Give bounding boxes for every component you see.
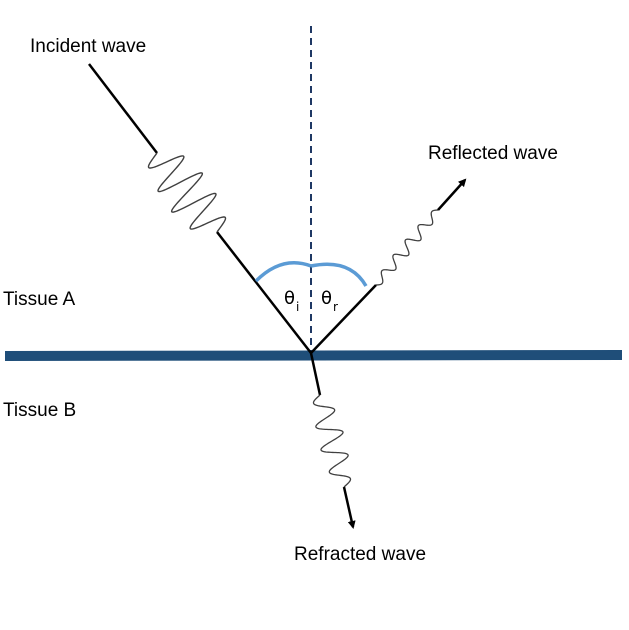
tissue-a-label: Tissue A xyxy=(3,289,75,310)
refracted-wave-packet xyxy=(312,394,352,488)
incident-angle-arc xyxy=(254,261,312,283)
reflected-ray-lower xyxy=(310,284,377,354)
tissue-boundary xyxy=(4,350,623,361)
reflected-wave-packet xyxy=(375,209,439,286)
refracted-ray-upper xyxy=(309,352,322,396)
reflected-ray-arrow xyxy=(437,178,467,211)
refracted-wave-label: Refracted wave xyxy=(294,544,426,565)
incident-angle-subscript: i xyxy=(296,300,299,314)
incident-ray-lower xyxy=(216,231,312,354)
incident-wave-label: Incident wave xyxy=(30,36,146,57)
incident-wave-packet xyxy=(147,152,227,233)
incident-ray-upper xyxy=(88,63,158,154)
reflected-angle-symbol: θ xyxy=(321,288,332,309)
incident-angle-symbol: θ xyxy=(284,288,295,309)
reflected-angle-arc xyxy=(310,262,368,287)
refracted-ray-arrow xyxy=(342,486,356,529)
reflected-wave-label: Reflected wave xyxy=(428,143,558,164)
tissue-b-label: Tissue B xyxy=(3,400,76,421)
reflected-angle-subscript: r xyxy=(333,300,338,314)
